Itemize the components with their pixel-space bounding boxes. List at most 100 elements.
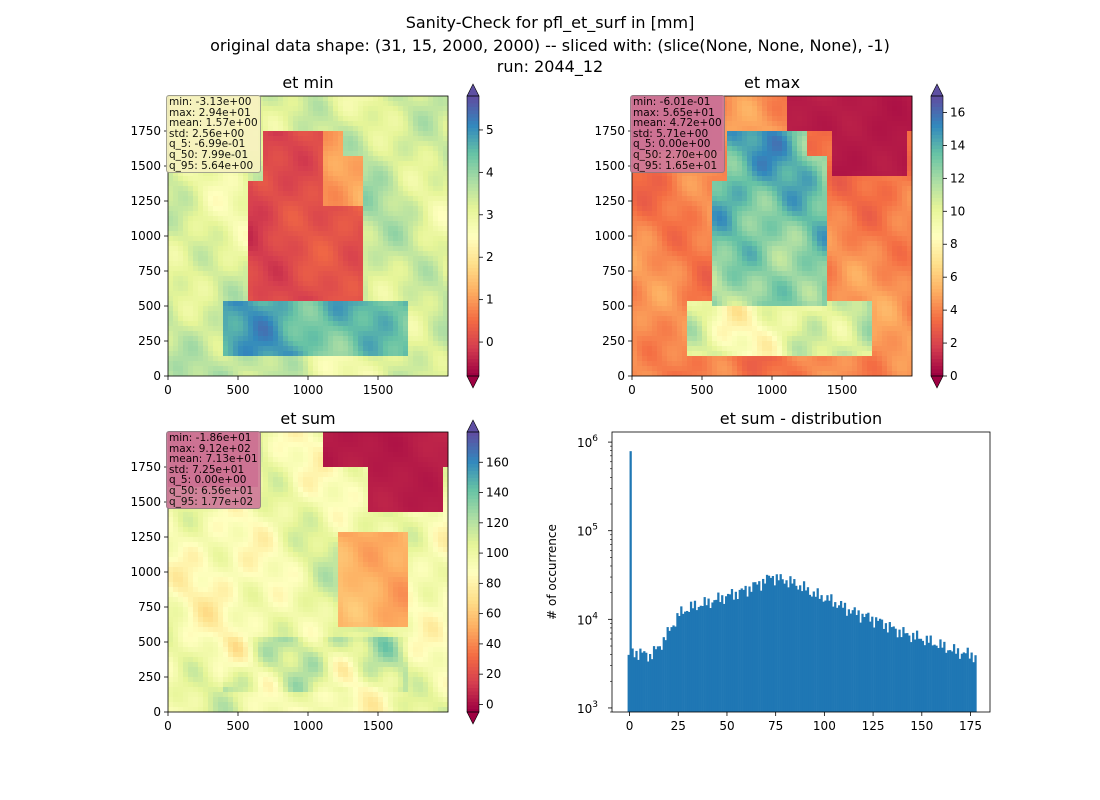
histogram-bar [857, 610, 860, 712]
suptitle-line-2: original data shape: (31, 15, 2000, 2000… [210, 36, 890, 55]
colorbar-tick-label: 3 [486, 208, 494, 222]
colorbar-frame [466, 95, 480, 377]
stats-line: q_5: 0.00e+00 [169, 474, 247, 487]
histogram-bar [707, 598, 710, 712]
histogram-bar [824, 600, 827, 712]
panel-title: et sum [280, 409, 335, 428]
histogram-bar [627, 654, 630, 712]
histogram-bar [972, 662, 975, 712]
histogram-bar [654, 649, 658, 712]
histogram-bar [947, 650, 950, 712]
histogram-bar [781, 579, 784, 712]
histogram-bar [762, 578, 765, 712]
histogram-bar [721, 595, 724, 712]
histogram-bar [639, 648, 642, 712]
histogram-bar [647, 661, 650, 712]
histogram-bar [810, 596, 813, 712]
colorbar-extend-min [466, 711, 480, 725]
histogram-bar [738, 589, 741, 712]
stats-line: mean: 4.72e+00 [633, 117, 722, 130]
histogram-bar [789, 576, 792, 712]
histogram-bar [744, 585, 747, 712]
histogram-bar [818, 598, 821, 712]
histogram-bar [728, 594, 732, 712]
colorbar-extend-max [466, 419, 480, 433]
stats-line: max: 9.12e+02 [169, 442, 251, 455]
histogram-bar [873, 627, 876, 712]
histogram-bar [904, 633, 907, 712]
stats-line: q_50: 6.56e+01 [169, 484, 254, 497]
histogram-bar [832, 606, 835, 712]
histogram-bar [869, 621, 872, 712]
histogram-bar [839, 600, 843, 712]
histogram-bar [779, 574, 782, 712]
histogram-bar [890, 627, 893, 712]
x-tick-label: 150 [910, 719, 933, 733]
histogram-bar [898, 629, 901, 712]
histogram-bar [820, 595, 823, 712]
histogram-bar [658, 646, 662, 712]
x-tick-label: 500 [227, 383, 250, 397]
stats-line: max: 2.94e+01 [169, 106, 251, 119]
histogram-bar [900, 637, 903, 712]
histogram-bar [750, 591, 753, 712]
histogram-bar [649, 654, 652, 712]
x-tick-label: 75 [768, 719, 783, 733]
x-tick-label: 1000 [293, 383, 324, 397]
histogram-bar [914, 639, 917, 712]
y-tick-label: 1000 [130, 229, 161, 243]
histogram-bar [929, 635, 932, 712]
colorbar-tick-label: 14 [950, 138, 965, 152]
histogram-bar [717, 592, 720, 712]
y-axis-label: # of occurrence [545, 524, 559, 620]
histogram-bar [791, 583, 794, 712]
histogram-bar [919, 638, 923, 712]
histogram-bar [910, 642, 913, 712]
histogram-bar [828, 600, 831, 712]
stats-line: min: -3.13e+00 [169, 96, 252, 108]
x-tick-label: 1000 [757, 383, 788, 397]
histogram-bar [701, 606, 704, 712]
histogram-bar [633, 657, 636, 712]
stats-line: q_95: 5.64e+00 [169, 159, 254, 172]
histogram-bar [635, 650, 638, 712]
histogram-bar [777, 580, 780, 712]
colorbar-tick-label: 160 [486, 455, 509, 469]
histogram-bar [767, 575, 771, 712]
colorbar-tick-label: 120 [486, 516, 509, 530]
histogram-bar [906, 633, 909, 712]
colorbar-extend-min [930, 375, 944, 389]
stats-line: mean: 1.57e+00 [169, 117, 258, 130]
y-tick-label: 500 [138, 299, 161, 313]
histogram-bar [742, 589, 745, 712]
histogram-bar [795, 585, 798, 712]
colorbar-tick-label: 140 [486, 486, 509, 500]
histogram-bar [680, 606, 683, 712]
suptitle-line-3: run: 2044_12 [496, 57, 604, 76]
stats-line: q_50: 7.99e-01 [169, 148, 249, 161]
histogram-bar [808, 594, 812, 712]
colorbar-tick-label: 2 [950, 336, 958, 350]
y-tick-label: 1250 [130, 530, 161, 544]
histogram-bar [876, 620, 880, 712]
histogram-bar [802, 581, 806, 712]
histogram-bar [730, 589, 734, 712]
histogram-bar [769, 577, 773, 712]
histogram-bar [884, 623, 888, 712]
panel-title: et min [282, 73, 333, 92]
histogram-bar [725, 596, 728, 712]
histogram-bar [686, 610, 689, 712]
histogram-bar [758, 581, 761, 712]
histogram-bar [937, 648, 940, 712]
histogram-bar [943, 641, 946, 712]
histogram-bar [945, 652, 948, 712]
histogram-bar [668, 630, 671, 712]
histogram-bar [956, 648, 960, 712]
y-tick-label: 250 [602, 334, 625, 348]
stats-box: min: -6.01e-01 max: 5.65e+01 mean: 4.72e+0… [630, 95, 725, 174]
stats-line: q_50: 2.70e+00 [633, 148, 718, 161]
colorbar-frame [930, 95, 944, 377]
stats-line: max: 5.65e+01 [633, 106, 715, 119]
colorbar-extend-min [466, 375, 480, 389]
y-tick-label: 1500 [594, 159, 625, 173]
